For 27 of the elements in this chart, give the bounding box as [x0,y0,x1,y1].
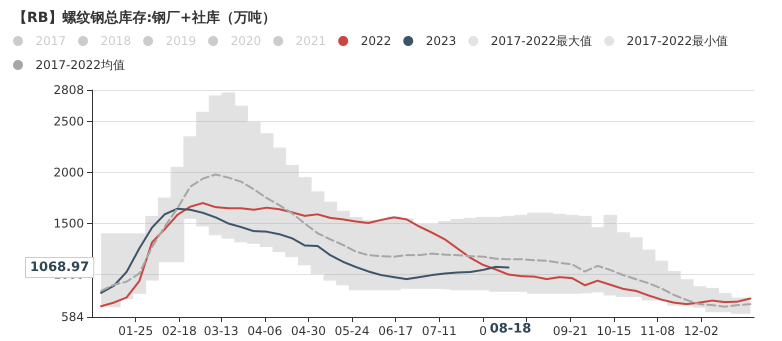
y-tick-label: 2000 [53,165,84,180]
line-series [100,208,510,294]
y-tick-label: 1500 [53,216,84,231]
x-tick-label: 07-11 [422,324,457,338]
x-tick-label: 09-21 [552,324,588,338]
y-tick-label: 2500 [53,114,84,128]
x-tick-label: 05-24 [334,324,370,338]
x-tick-label: 12-02 [684,324,719,338]
x-tick-label: 06-17 [378,324,414,338]
chart-title: 【RB】螺纹钢总库存:钢厂+社库（万吨） [13,9,276,26]
x-tick-label: 0 [479,324,487,338]
legend-label: 2017-2022均值 [36,58,125,72]
x-tick-label: 04-30 [290,324,326,338]
x-tick-label: 02-18 [162,324,197,338]
x-tick-label: 11-08 [640,324,676,338]
x-tick-label: 03-13 [204,324,239,338]
text: 08-18 [490,322,532,336]
legend-label: 2017-2022最小值 [626,34,728,48]
y-tick-label: 2808 [53,83,84,97]
legend-label: 2023 [426,34,456,48]
y-tick-label: 584 [61,310,84,324]
x-tick-label: 10-15 [596,324,632,338]
legend-label: 2022 [360,34,392,48]
x-tick-label: 01-25 [118,324,154,338]
text: 1068.97 [30,260,90,275]
legend-label: 2017-2022最大值 [490,34,592,48]
x-tick-label: 04-06 [247,324,282,338]
